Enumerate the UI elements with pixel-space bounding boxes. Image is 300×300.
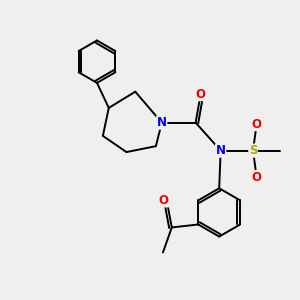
Text: O: O (251, 171, 261, 184)
Text: N: N (216, 144, 226, 157)
Text: O: O (159, 194, 169, 207)
Text: S: S (249, 144, 257, 157)
Text: O: O (251, 118, 261, 130)
Text: N: N (157, 116, 167, 129)
Text: O: O (195, 88, 205, 100)
